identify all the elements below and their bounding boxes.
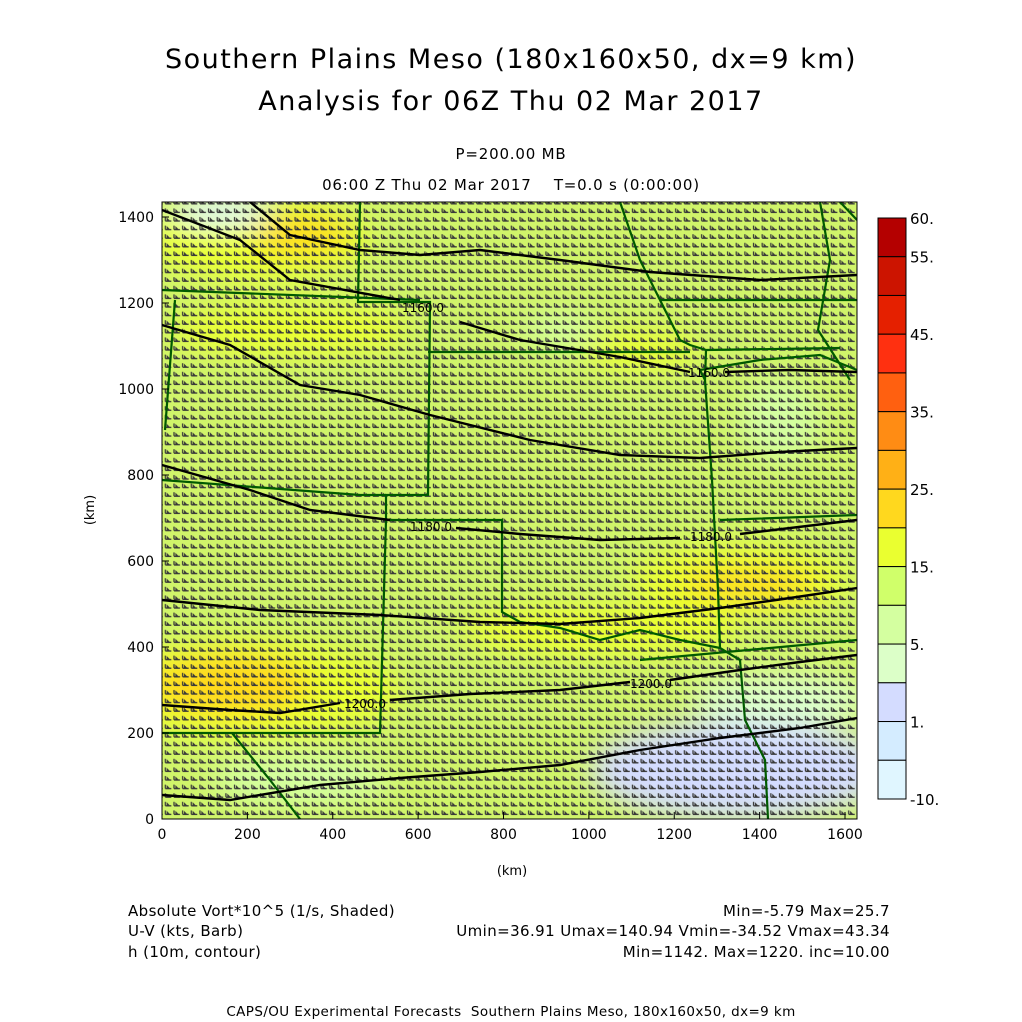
colorbar-bin bbox=[877, 372, 907, 413]
x-axis: 0 200 400 600 800 1000 1200 1400 1600 bbox=[158, 812, 863, 843]
colorbar-bin bbox=[877, 682, 907, 723]
state-borders bbox=[162, 202, 857, 819]
y-tick-label: 400 bbox=[127, 640, 154, 656]
x-tick-label: 1400 bbox=[742, 827, 778, 843]
colorbar-label: 25. bbox=[910, 481, 934, 499]
y-tick-label: 1200 bbox=[118, 296, 154, 312]
colorbar-bin bbox=[877, 566, 907, 606]
x-tick-label: 0 bbox=[158, 827, 167, 843]
y-tick-label: 200 bbox=[127, 726, 154, 742]
contour-label: 1180.0 bbox=[690, 530, 732, 544]
title-line-2: Analysis for 06Z Thu 02 Mar 2017 bbox=[258, 86, 764, 117]
colorbar-label: 1. bbox=[910, 714, 924, 732]
x-axis-label: (km) bbox=[497, 864, 527, 879]
colorbar-bin bbox=[877, 411, 907, 451]
legend-vort-label: Absolute Vort*10^5 (1/s, Shaded) bbox=[128, 902, 396, 920]
y-tick-label: 600 bbox=[127, 554, 154, 570]
colorbar-label: -10. bbox=[910, 791, 939, 809]
title-line-1: Southern Plains Meso (180x160x50, dx=9 k… bbox=[164, 44, 858, 75]
contour-line bbox=[162, 716, 857, 802]
plot-frame bbox=[161, 201, 858, 820]
y-tick-label: 1400 bbox=[118, 210, 154, 226]
colorbar-bin bbox=[877, 294, 907, 335]
contour-label-group: 1160.0 1160.0 1180.0 1180.0 1200.0 1200.… bbox=[344, 301, 732, 711]
colorbar-bin bbox=[877, 488, 907, 529]
y-axis: 0 200 400 600 800 1000 1200 1400 bbox=[118, 210, 169, 828]
x-tick-label: 1200 bbox=[656, 827, 692, 843]
height-contours bbox=[162, 202, 857, 802]
legend-height-label: h (10m, contour) bbox=[128, 943, 262, 961]
pressure-level: P=200.00 MB bbox=[455, 145, 567, 163]
y-tick-label: 1000 bbox=[118, 382, 154, 398]
footer-credit: CAPS/OU Experimental Forecasts Southern … bbox=[226, 1004, 796, 1020]
colorbar-bin bbox=[877, 333, 907, 374]
colorbar-label: 15. bbox=[910, 559, 934, 577]
colorbar-bin bbox=[877, 256, 907, 296]
legend-height-stats: Min=1142. Max=1220. inc=10.00 bbox=[622, 943, 890, 961]
legend-wind-stats: Umin=36.91 Umax=140.94 Vmin=-34.52 Vmax=… bbox=[456, 922, 890, 940]
contour-label: 1200.0 bbox=[630, 677, 672, 691]
colorbar-label: 55. bbox=[910, 249, 934, 267]
colorbar-bin bbox=[877, 759, 907, 800]
y-axis-label: (km) bbox=[83, 495, 98, 525]
contour-label: 1160.0 bbox=[402, 301, 444, 315]
contour-line bbox=[162, 586, 857, 626]
contour-label: 1180.0 bbox=[410, 520, 452, 534]
x-tick-label: 1600 bbox=[827, 827, 863, 843]
colorbar-bin bbox=[877, 527, 907, 568]
contour-label: 1200.0 bbox=[344, 697, 386, 711]
legend-wind-label: U-V (kts, Barb) bbox=[128, 922, 244, 940]
colorbar-bin bbox=[877, 217, 907, 258]
x-tick-label: 400 bbox=[319, 827, 346, 843]
wind-barbs bbox=[162, 202, 857, 819]
colorbar-label: 45. bbox=[910, 326, 934, 344]
colorbar-bin bbox=[877, 721, 907, 761]
contour-line bbox=[162, 208, 857, 374]
valid-time: 06:00 Z Thu 02 Mar 2017 T=0.0 s (0:00:00… bbox=[322, 176, 700, 194]
colorbar-label: 5. bbox=[910, 636, 924, 654]
y-tick-label: 800 bbox=[127, 468, 154, 484]
contour-line bbox=[162, 653, 857, 715]
legend-vort-stats: Min=-5.79 Max=25.7 bbox=[723, 902, 890, 920]
contour-line bbox=[162, 323, 857, 460]
contour-line bbox=[249, 202, 857, 282]
colorbar-bin bbox=[877, 449, 907, 490]
shaded-field bbox=[162, 202, 857, 819]
colorbar-bin bbox=[877, 643, 907, 684]
colorbar-bin bbox=[877, 604, 907, 645]
colorbar-label: 60. bbox=[910, 210, 934, 228]
colorbar: 60. 55. 45. 35. 25. 15. 5. 1. -10. bbox=[877, 210, 939, 809]
colorbar-label: 35. bbox=[910, 404, 934, 422]
x-tick-label: 600 bbox=[405, 827, 432, 843]
contour-line bbox=[162, 463, 857, 542]
y-tick-label: 0 bbox=[145, 812, 154, 828]
x-tick-label: 1000 bbox=[571, 827, 607, 843]
x-tick-label: 200 bbox=[234, 827, 261, 843]
contour-label: 1160.0 bbox=[688, 366, 730, 380]
x-tick-label: 800 bbox=[490, 827, 517, 843]
